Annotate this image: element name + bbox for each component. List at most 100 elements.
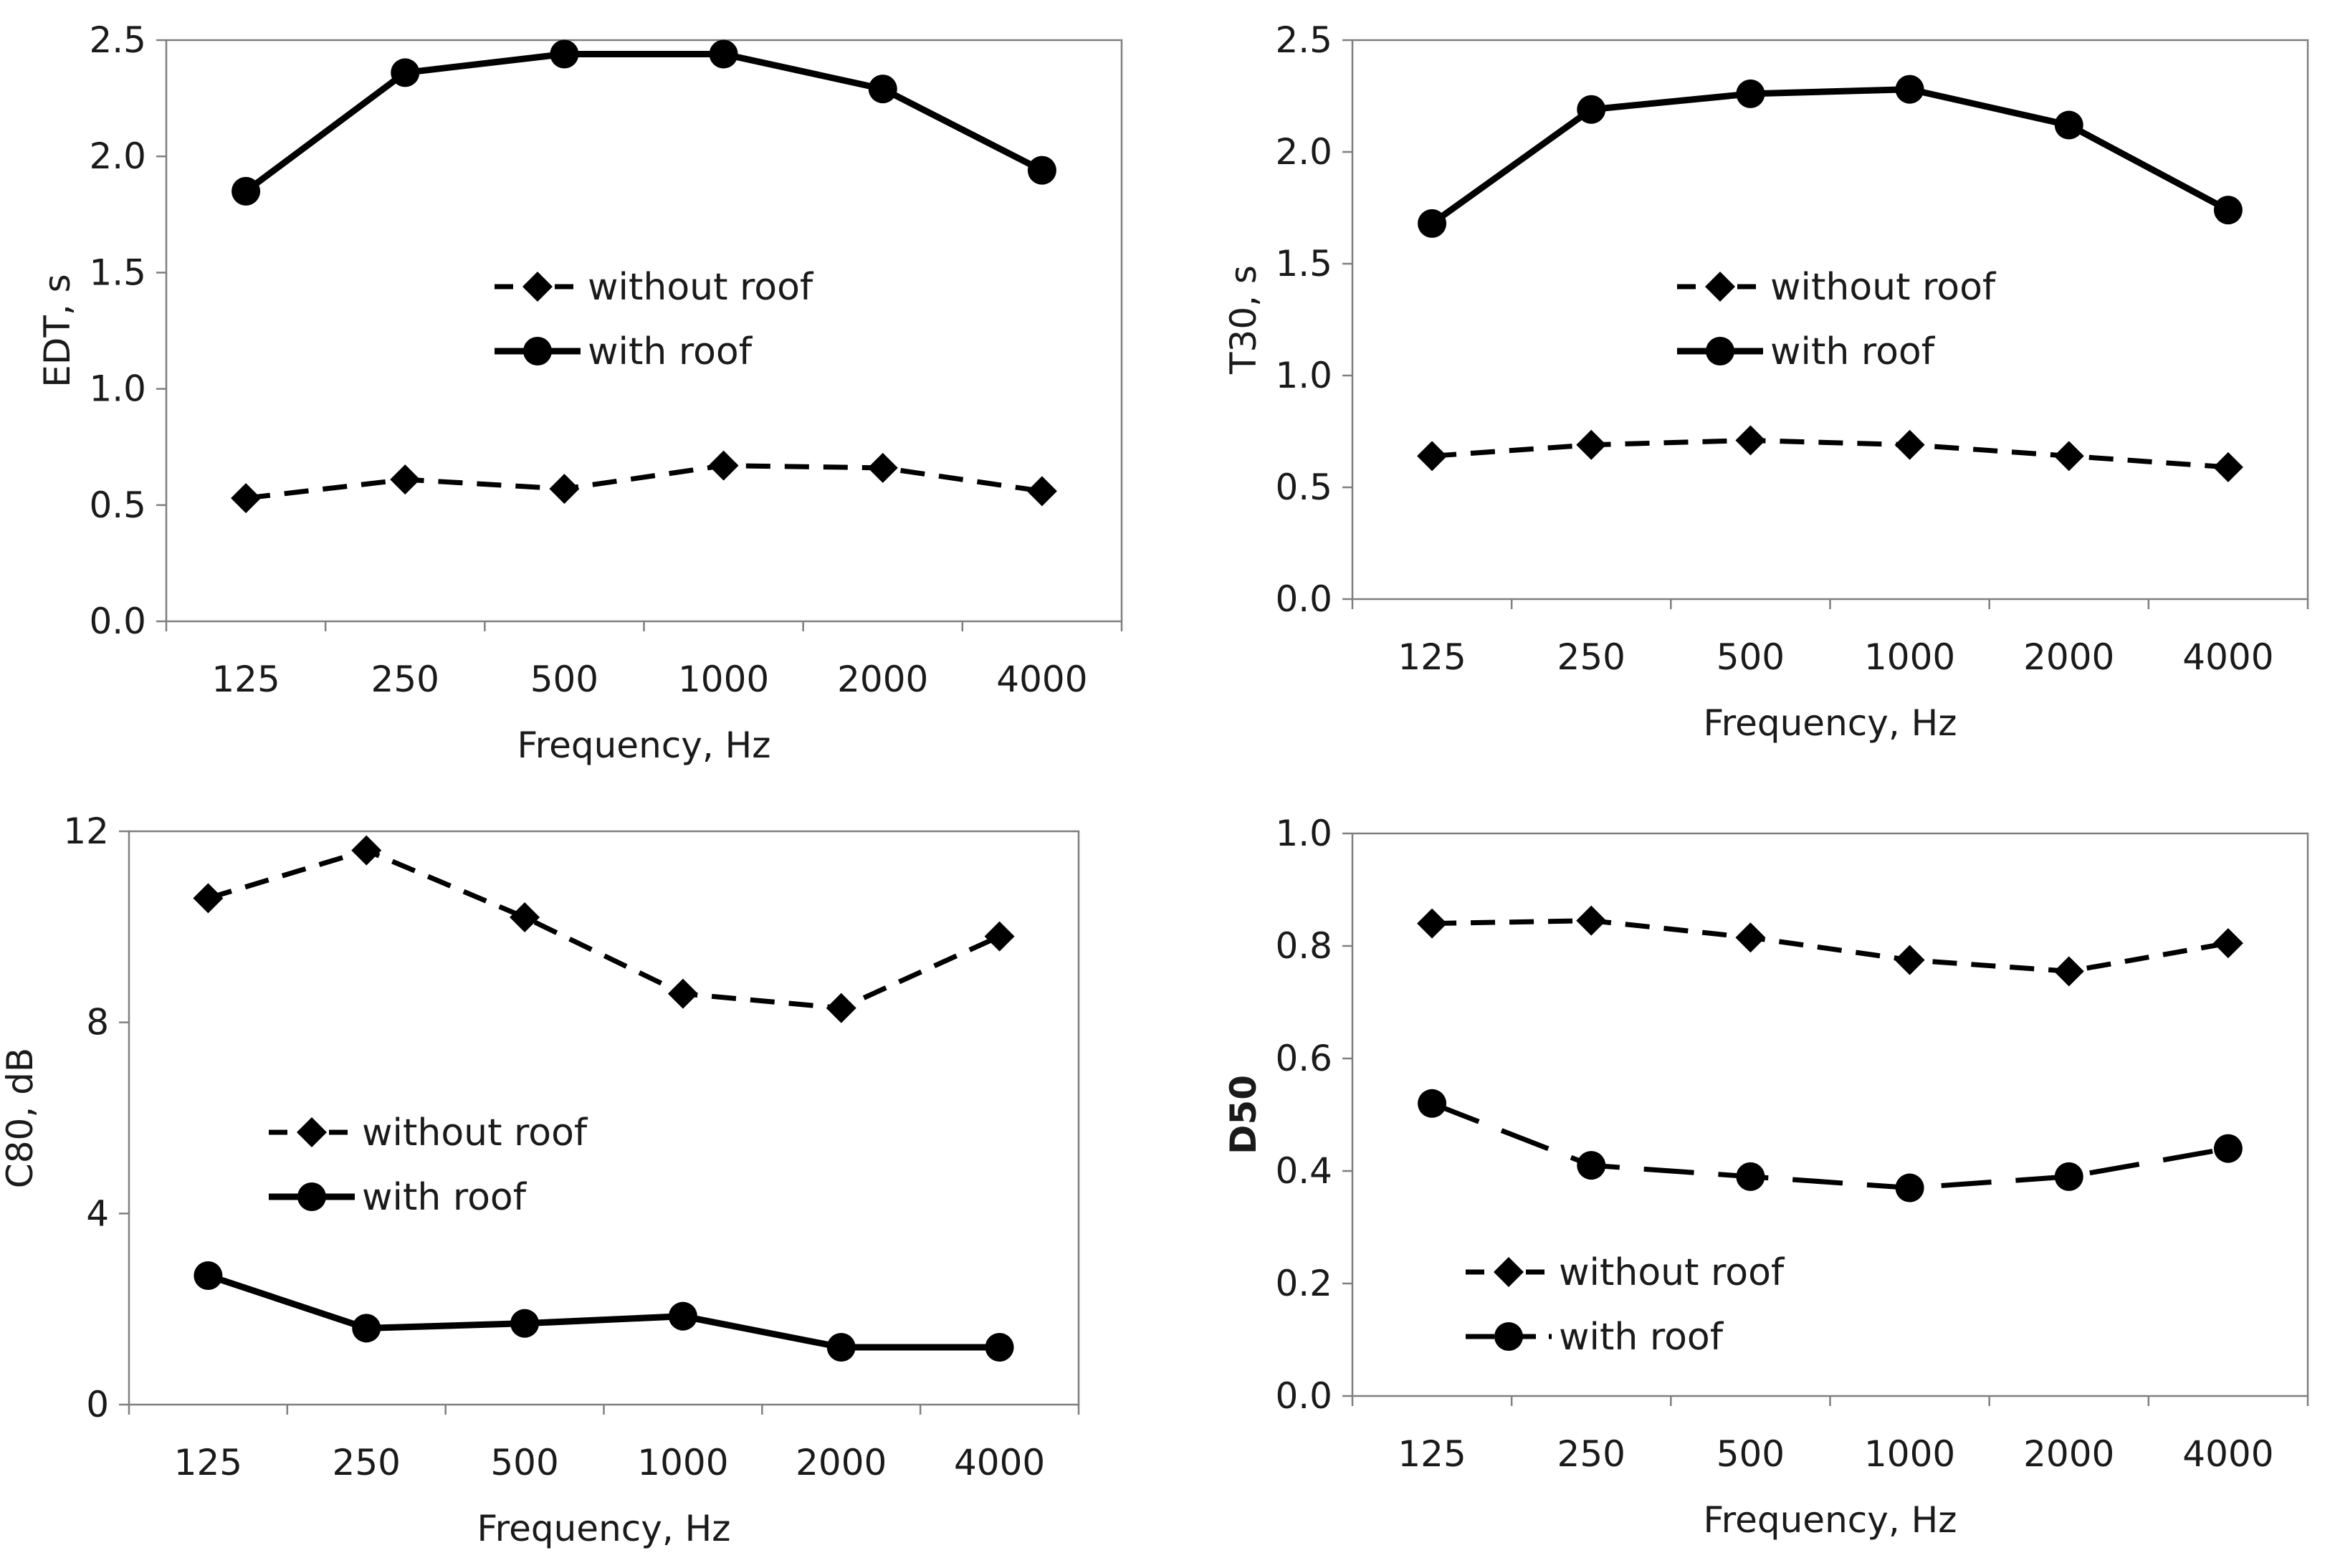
data-point-circle — [194, 1261, 223, 1290]
y-tick-label: 4 — [86, 1192, 109, 1234]
y-axis-title: T30, s — [1223, 265, 1264, 375]
y-axis-title: C80, dB — [0, 1048, 41, 1188]
data-point-circle — [709, 39, 738, 69]
y-axis-title: D50 — [1223, 1075, 1264, 1155]
y-tick-label: 0.0 — [1275, 578, 1332, 620]
data-point-circle — [1577, 1151, 1606, 1180]
y-tick-label: 0.5 — [1275, 467, 1332, 508]
data-point-diamond — [1417, 908, 1448, 939]
chart-bottom-right: 0.0 0.2 0.4 0.6 0.8 1.0 125 250 500 1000 2000 4000 F… — [1223, 813, 2309, 1541]
data-point-circle — [2213, 196, 2243, 225]
data-point-circle — [352, 1314, 381, 1343]
legend-marker — [1494, 1257, 1524, 1287]
y-tick-label: 1.0 — [1275, 813, 1332, 854]
x-tick-label: 500 — [1717, 636, 1785, 678]
data-point-diamond — [510, 902, 540, 932]
y-tick-label: 2.5 — [1275, 19, 1332, 61]
legend-label: without roof — [1559, 1251, 1785, 1294]
data-point-circle — [1577, 95, 1606, 124]
legend-label: without roof — [362, 1112, 588, 1155]
data-point-circle — [1418, 1089, 1447, 1118]
y-tick-label: 1.0 — [1275, 355, 1332, 396]
data-point-circle — [1736, 79, 1765, 108]
x-tick-label: 1000 — [637, 1442, 728, 1483]
data-point-circle — [985, 1333, 1014, 1362]
series-with-roof — [194, 1261, 1014, 1362]
y-tick-label: 8 — [86, 1002, 109, 1043]
x-tick-label: 1000 — [1864, 1433, 1955, 1475]
x-axis-title: Frequency, Hz — [517, 725, 771, 766]
y-tick-label: 0.0 — [89, 601, 146, 642]
x-tick-label: 2000 — [796, 1442, 887, 1483]
data-point-circle — [1736, 1162, 1765, 1191]
data-point-diamond — [1735, 922, 1766, 953]
x-tick-label: 1000 — [678, 659, 769, 700]
plot-frame — [1351, 39, 2309, 601]
series-line — [1431, 437, 2229, 470]
data-point-diamond — [2212, 451, 2243, 482]
x-tick-label: 4000 — [2182, 636, 2273, 678]
chart-bottom-left: 0 4 8 12 125 250 500 1000 2000 4000 Frequency, Hz C… — [0, 811, 1080, 1549]
series-with-roof — [1418, 75, 2243, 238]
data-point-circle — [510, 1309, 540, 1338]
plot-frame — [1351, 832, 2309, 1397]
series-with-roof — [1418, 1089, 2243, 1203]
legend-marker — [1705, 272, 1735, 302]
legend: without roof with roof — [1466, 1251, 1785, 1359]
data-point-diamond — [2212, 928, 2243, 959]
data-point-diamond — [984, 921, 1015, 952]
series-without-roof — [231, 450, 1057, 514]
legend-marker — [297, 1182, 326, 1211]
y-tick-label: 0.8 — [1275, 925, 1332, 967]
y-tick-label: 1.5 — [89, 252, 146, 293]
x-tick-label: 2000 — [2023, 636, 2114, 678]
y-tick-label: 1.5 — [1275, 243, 1332, 285]
x-tick-label: 1000 — [1864, 636, 1955, 678]
data-point-circle — [231, 176, 261, 206]
data-point-circle — [2213, 1134, 2243, 1163]
series-line — [206, 1272, 1000, 1351]
data-point-diamond — [193, 883, 224, 914]
x-axis-title: Frequency, Hz — [477, 1508, 731, 1549]
data-point-diamond — [231, 483, 262, 514]
data-point-diamond — [1026, 476, 1057, 507]
data-point-circle — [1418, 209, 1447, 238]
data-point-circle — [550, 39, 579, 69]
x-tick-label: 4000 — [954, 1442, 1045, 1483]
series-line — [244, 50, 1044, 194]
x-tick-label: 2000 — [837, 659, 928, 700]
x-tick-label: 125 — [1398, 636, 1466, 678]
legend-label: without roof — [588, 266, 814, 309]
series-line — [1430, 86, 2230, 226]
y-tick-label: 0.5 — [89, 484, 146, 526]
series-line — [1432, 918, 2229, 974]
y-tick-label: 12 — [63, 811, 109, 852]
x-tick-label: 500 — [530, 659, 598, 700]
legend-marker — [297, 1117, 327, 1147]
legend-marker — [523, 337, 552, 365]
y-tick-label: 2.5 — [89, 19, 146, 61]
x-tick-label: 125 — [174, 1442, 242, 1483]
data-point-circle — [868, 75, 897, 104]
series-line — [1431, 1101, 2229, 1191]
legend-label: with roof — [1770, 330, 1936, 373]
data-point-diamond — [1417, 441, 1448, 472]
legend-label: without roof — [1770, 266, 1997, 309]
x-tick-label: 4000 — [2182, 1433, 2273, 1475]
data-point-circle — [1895, 75, 1924, 104]
data-point-circle — [668, 1301, 697, 1331]
data-point-circle — [1895, 1173, 1924, 1203]
series-line — [207, 848, 1001, 1011]
x-tick-label: 250 — [371, 659, 439, 700]
chart-top-left: 0.0 0.5 1.0 1.5 2.0 2.5 125 250 500 1000 2000 4000 F… — [37, 19, 1123, 766]
y-tick-label: 0.6 — [1275, 1038, 1332, 1079]
data-point-diamond — [667, 978, 698, 1009]
chart-top-right: 0.0 0.5 1.0 1.5 2.0 2.5 125 250 500 1000 2000 4000 F… — [1223, 19, 2309, 744]
data-point-diamond — [351, 835, 382, 866]
x-axis-title: Frequency, Hz — [1704, 702, 1957, 744]
y-tick-label: 0.4 — [1275, 1150, 1332, 1192]
data-point-circle — [2054, 1162, 2083, 1191]
data-point-diamond — [826, 993, 856, 1023]
x-tick-label: 500 — [1717, 1433, 1785, 1475]
